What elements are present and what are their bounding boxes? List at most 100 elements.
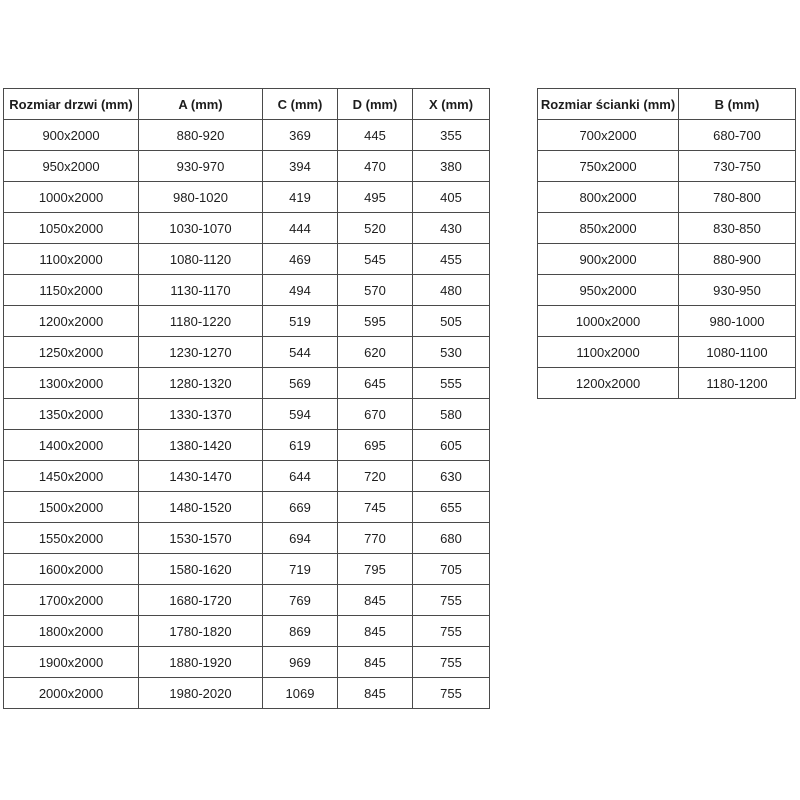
table-cell: 519	[262, 305, 338, 337]
table-cell: 530	[412, 336, 490, 368]
table-cell: 1980-2020	[138, 677, 263, 709]
wall-table-header-rozmiar-scianki: Rozmiar ścianki (mm)	[537, 88, 679, 120]
table-row: 1100x2000 1080-1100	[537, 336, 796, 368]
table-cell: 394	[262, 150, 338, 182]
table-cell: 1250x2000	[3, 336, 139, 368]
table-cell: 644	[262, 460, 338, 492]
table-cell: 545	[337, 243, 413, 275]
table-row: 950x2000 930-970 394 470 380	[3, 150, 490, 182]
table-row: 1100x2000 1080-1120 469 545 455	[3, 243, 490, 275]
table-cell: 850x2000	[537, 212, 679, 244]
table-row: 1900x2000 1880-1920 969 845 755	[3, 646, 490, 678]
table-cell: 700x2000	[537, 119, 679, 151]
table-row: 1500x2000 1480-1520 669 745 655	[3, 491, 490, 523]
table-cell: 800x2000	[537, 181, 679, 213]
wall-table-header-b: B (mm)	[678, 88, 796, 120]
table-cell: 505	[412, 305, 490, 337]
table-cell: 720	[337, 460, 413, 492]
table-cell: 1280-1320	[138, 367, 263, 399]
table-cell: 495	[337, 181, 413, 213]
table-cell: 670	[337, 398, 413, 430]
table-row: 750x2000 730-750	[537, 150, 796, 182]
table-cell: 620	[337, 336, 413, 368]
table-cell: 605	[412, 429, 490, 461]
table-cell: 1050x2000	[3, 212, 139, 244]
table-row: 1800x2000 1780-1820 869 845 755	[3, 615, 490, 647]
door-table-header-x: X (mm)	[412, 88, 490, 120]
table-cell: 1800x2000	[3, 615, 139, 647]
table-row: 850x2000 830-850	[537, 212, 796, 244]
table-cell: 2000x2000	[3, 677, 139, 709]
table-cell: 570	[337, 274, 413, 306]
table-row: 900x2000 880-920 369 445 355	[3, 119, 490, 151]
table-cell: 494	[262, 274, 338, 306]
table-cell: 520	[337, 212, 413, 244]
table-cell: 1100x2000	[537, 336, 679, 368]
table-cell: 1500x2000	[3, 491, 139, 523]
table-cell: 719	[262, 553, 338, 585]
table-cell: 1450x2000	[3, 460, 139, 492]
table-cell: 1150x2000	[3, 274, 139, 306]
table-cell: 1480-1520	[138, 491, 263, 523]
table-row: 1000x2000 980-1020 419 495 405	[3, 181, 490, 213]
table-cell: 880-920	[138, 119, 263, 151]
table-cell: 695	[337, 429, 413, 461]
table-cell: 845	[337, 677, 413, 709]
table-cell: 455	[412, 243, 490, 275]
table-cell: 950x2000	[3, 150, 139, 182]
table-cell: 880-900	[678, 243, 796, 275]
table-row: 2000x2000 1980-2020 1069 845 755	[3, 677, 490, 709]
table-cell: 930-950	[678, 274, 796, 306]
table-row: 1550x2000 1530-1570 694 770 680	[3, 522, 490, 554]
table-cell: 555	[412, 367, 490, 399]
table-cell: 755	[412, 646, 490, 678]
table-cell: 1000x2000	[3, 181, 139, 213]
table-cell: 1200x2000	[537, 367, 679, 399]
table-cell: 869	[262, 615, 338, 647]
table-cell: 930-970	[138, 150, 263, 182]
table-row: 1000x2000 980-1000	[537, 305, 796, 337]
table-cell: 900x2000	[3, 119, 139, 151]
table-cell: 980-1000	[678, 305, 796, 337]
table-cell: 950x2000	[537, 274, 679, 306]
table-row: 1350x2000 1330-1370 594 670 580	[3, 398, 490, 430]
table-cell: 655	[412, 491, 490, 523]
table-cell: 595	[337, 305, 413, 337]
table-cell: 1430-1470	[138, 460, 263, 492]
table-cell: 680	[412, 522, 490, 554]
table-cell: 1200x2000	[3, 305, 139, 337]
table-row: 950x2000 930-950	[537, 274, 796, 306]
table-cell: 730-750	[678, 150, 796, 182]
table-cell: 1230-1270	[138, 336, 263, 368]
table-cell: 1780-1820	[138, 615, 263, 647]
table-cell: 369	[262, 119, 338, 151]
door-table-header-a: A (mm)	[138, 88, 263, 120]
table-cell: 544	[262, 336, 338, 368]
table-cell: 619	[262, 429, 338, 461]
table-cell: 705	[412, 553, 490, 585]
table-row: 1700x2000 1680-1720 769 845 755	[3, 584, 490, 616]
table-cell: 769	[262, 584, 338, 616]
table-cell: 755	[412, 584, 490, 616]
table-cell: 444	[262, 212, 338, 244]
table-cell: 1550x2000	[3, 522, 139, 554]
table-cell: 1080-1100	[678, 336, 796, 368]
table-cell: 980-1020	[138, 181, 263, 213]
table-row: 1400x2000 1380-1420 619 695 605	[3, 429, 490, 461]
table-cell: 1300x2000	[3, 367, 139, 399]
table-cell: 580	[412, 398, 490, 430]
table-cell: 1180-1200	[678, 367, 796, 399]
table-cell: 1400x2000	[3, 429, 139, 461]
table-cell: 845	[337, 584, 413, 616]
table-cell: 445	[337, 119, 413, 151]
table-cell: 1580-1620	[138, 553, 263, 585]
table-cell: 1900x2000	[3, 646, 139, 678]
table-cell: 694	[262, 522, 338, 554]
table-cell: 1180-1220	[138, 305, 263, 337]
table-cell: 1000x2000	[537, 305, 679, 337]
table-cell: 470	[337, 150, 413, 182]
table-cell: 900x2000	[537, 243, 679, 275]
table-cell: 1530-1570	[138, 522, 263, 554]
door-table-header-row: Rozmiar drzwi (mm) A (mm) C (mm) D (mm) …	[3, 88, 490, 120]
